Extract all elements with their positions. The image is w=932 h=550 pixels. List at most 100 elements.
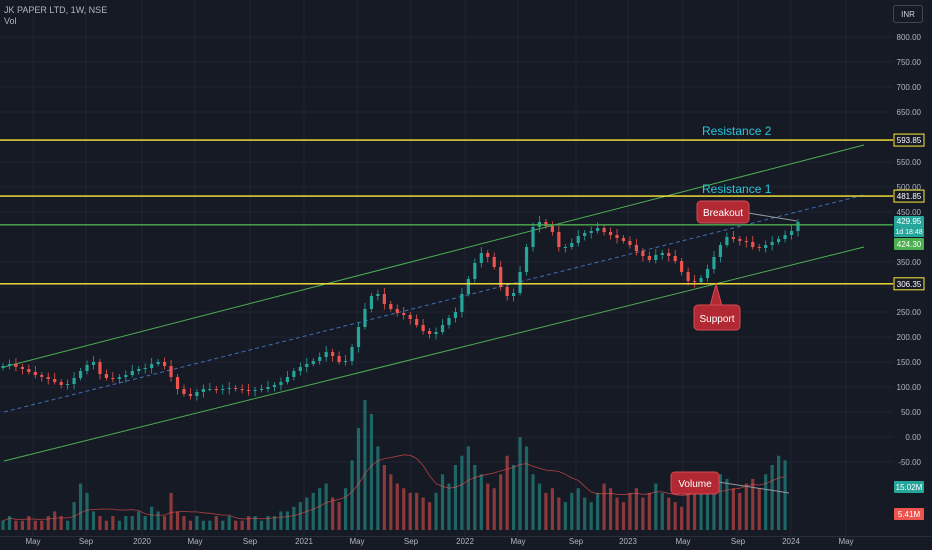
y-tick-label: 450.00 bbox=[897, 208, 922, 217]
volume-bar bbox=[634, 488, 639, 530]
volume-bar bbox=[751, 478, 755, 530]
y-tick-label: 150.00 bbox=[897, 358, 922, 367]
level-price-label: 306.35 bbox=[897, 280, 922, 289]
candle-body bbox=[85, 365, 89, 371]
channel-mid-line bbox=[3, 194, 865, 413]
candle-body bbox=[33, 372, 37, 375]
y-tick-label: 550.00 bbox=[897, 158, 922, 167]
candle-body bbox=[376, 294, 380, 296]
candle-body bbox=[518, 272, 522, 293]
volume-bar bbox=[453, 465, 458, 530]
channel-lower-line bbox=[3, 246, 865, 462]
candle-body bbox=[718, 245, 723, 257]
candle-body bbox=[589, 231, 593, 233]
candle-body bbox=[195, 392, 199, 396]
candle-body bbox=[188, 394, 193, 396]
volume-bar bbox=[111, 516, 115, 530]
volume-bar bbox=[14, 520, 18, 530]
candle-body bbox=[531, 227, 535, 247]
currency-button[interactable]: INR bbox=[893, 5, 923, 23]
volume-bar bbox=[221, 520, 225, 530]
volume-bar bbox=[434, 492, 438, 530]
volume-bar bbox=[40, 520, 44, 530]
candle-body bbox=[395, 309, 399, 313]
candle-body bbox=[311, 361, 315, 364]
breakout-pointer bbox=[741, 211, 798, 222]
volume-bar bbox=[744, 483, 748, 530]
volume-bar bbox=[150, 506, 154, 530]
volume-bar bbox=[195, 516, 199, 530]
volume-bar bbox=[91, 511, 96, 530]
level-price-label: 593.85 bbox=[897, 136, 922, 145]
volume-bar bbox=[337, 502, 341, 530]
candle-body bbox=[680, 261, 684, 272]
volume-bar bbox=[576, 488, 580, 530]
candle-body bbox=[130, 371, 134, 375]
x-tick-label: May bbox=[838, 537, 853, 546]
candle-body bbox=[757, 247, 761, 248]
volume-bar bbox=[718, 474, 723, 530]
candle-body bbox=[78, 371, 83, 378]
countdown-label: 1d 18:48 bbox=[895, 229, 922, 236]
candle-body bbox=[369, 296, 374, 309]
candle-body bbox=[143, 368, 147, 369]
candle-body bbox=[434, 332, 438, 334]
x-tick-label: Sep bbox=[404, 537, 419, 546]
candle-body bbox=[654, 255, 658, 260]
candle-body bbox=[53, 379, 57, 382]
x-tick-label: May bbox=[510, 537, 525, 546]
volume-bar bbox=[234, 520, 238, 530]
volume-indicator-label: Vol bbox=[4, 16, 17, 26]
volume-bar bbox=[363, 400, 367, 530]
volume-bar bbox=[402, 488, 406, 530]
channel-upper-line bbox=[3, 144, 865, 368]
volume-bar bbox=[479, 474, 483, 530]
volume-bar bbox=[175, 511, 180, 530]
volume-bar bbox=[647, 492, 651, 530]
candle-body bbox=[770, 242, 774, 245]
candle-body bbox=[156, 362, 160, 364]
candle-body bbox=[783, 235, 787, 239]
candle-body bbox=[628, 241, 632, 245]
symbol-title: JK PAPER LTD, 1W, NSE bbox=[4, 5, 108, 15]
candle-body bbox=[46, 377, 50, 379]
volume-bar bbox=[162, 516, 167, 530]
candle-body bbox=[337, 356, 341, 362]
y-tick-label: 50.00 bbox=[901, 408, 922, 417]
volume-bar bbox=[518, 437, 522, 530]
volume-bar bbox=[777, 455, 781, 530]
volume-bar bbox=[589, 502, 593, 530]
volume-bar bbox=[537, 483, 542, 530]
candle-body bbox=[40, 375, 44, 377]
volume-bar bbox=[285, 511, 289, 530]
candle-body bbox=[415, 319, 419, 325]
candle-body bbox=[1, 366, 5, 368]
candle-body bbox=[764, 245, 768, 248]
volume-bar bbox=[130, 516, 134, 530]
candle-body bbox=[583, 233, 587, 236]
level-price-tag bbox=[893, 133, 925, 147]
volume-bar bbox=[667, 497, 671, 530]
volume-bar bbox=[20, 520, 24, 530]
annotation-resistance-1: Resistance 1 bbox=[702, 182, 772, 196]
breakout-callout-box bbox=[696, 200, 750, 224]
volume-bar bbox=[66, 520, 70, 530]
volume-bar bbox=[712, 483, 716, 530]
volume-bar bbox=[557, 497, 561, 530]
volume-bar bbox=[343, 488, 348, 530]
volume-bar bbox=[764, 474, 768, 530]
candle-body bbox=[615, 235, 619, 238]
candle-body bbox=[751, 242, 755, 247]
candle-body bbox=[111, 378, 115, 379]
candle-body bbox=[641, 251, 645, 256]
volume-bar bbox=[208, 520, 212, 530]
candle-body bbox=[175, 377, 180, 389]
volume-bar bbox=[59, 516, 63, 530]
candle-body bbox=[221, 389, 225, 390]
volume-bar bbox=[705, 492, 710, 530]
candle-body bbox=[789, 231, 794, 235]
candle-body bbox=[162, 362, 167, 366]
candle-body bbox=[738, 239, 742, 241]
y-tick-label: 700.00 bbox=[897, 83, 922, 92]
